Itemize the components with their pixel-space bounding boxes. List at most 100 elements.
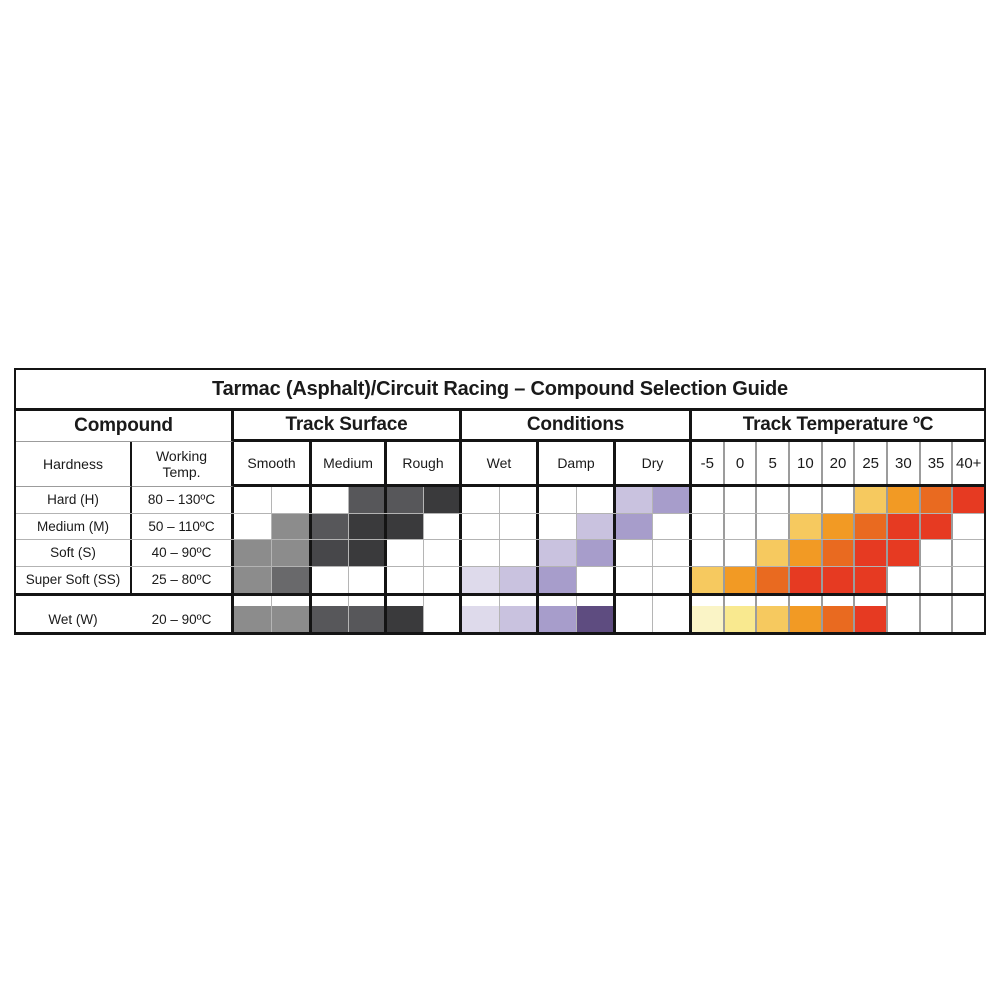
matrix-half-cell <box>234 487 272 513</box>
matrix-column <box>539 513 616 539</box>
temperature-band <box>692 566 985 593</box>
temperature-band <box>692 513 985 539</box>
matrix-column <box>616 606 692 632</box>
matrix-column <box>234 487 312 513</box>
matrix-column <box>234 540 312 566</box>
temperature-cell <box>822 566 856 593</box>
compound-row: Wet (W) 20 – 90ºC <box>16 606 985 632</box>
temperature-cell <box>757 606 791 632</box>
matrix-half-cell <box>272 487 309 513</box>
matrix-column <box>462 596 539 606</box>
temperature-cell <box>724 606 758 632</box>
temperature-cell <box>692 606 725 632</box>
temperature-cell <box>757 487 791 513</box>
matrix-half-cell <box>348 487 384 513</box>
table-title: Tarmac (Asphalt)/Circuit Racing – Compou… <box>16 370 984 411</box>
matrix-column <box>462 540 539 566</box>
matrix-column <box>387 513 462 539</box>
temperature-cell <box>888 596 921 606</box>
matrix-half-cell <box>499 513 536 539</box>
matrix-half-cell <box>423 596 459 606</box>
temperature-band <box>692 487 985 513</box>
temperature-cell <box>953 513 985 539</box>
matrix-half-cell <box>462 487 500 513</box>
matrix-half-cell <box>234 606 272 632</box>
matrix-half-cell <box>387 487 424 513</box>
matrix-half-cell <box>234 566 272 593</box>
matrix-half-cell <box>423 540 459 566</box>
matrix-column <box>539 540 616 566</box>
temp-column-header: 35 <box>921 442 954 484</box>
temperature-cell <box>953 596 985 606</box>
matrix-column <box>387 606 462 632</box>
matrix-half-cell <box>616 487 653 513</box>
temperature-cell <box>953 566 985 593</box>
matrix-column <box>539 596 616 606</box>
matrix-half-cell <box>387 566 424 593</box>
matrix-half-cell <box>423 606 459 632</box>
compound-selection-table: Tarmac (Asphalt)/Circuit Racing – Compou… <box>14 368 986 635</box>
matrix-half-cell <box>616 596 653 606</box>
temperature-cell <box>855 513 889 539</box>
temperature-cell <box>757 596 791 606</box>
matrix-column <box>616 566 692 593</box>
matrix-column <box>312 596 387 606</box>
matrix-half-cell <box>348 540 384 566</box>
matrix-half-cell <box>387 513 424 539</box>
temperature-cell <box>790 606 823 632</box>
matrix-half-cell <box>312 566 349 593</box>
matrix-half-cell <box>348 566 384 593</box>
matrix-column <box>616 487 692 513</box>
temperature-cell <box>790 487 823 513</box>
temperature-cell <box>953 487 985 513</box>
matrix-half-cell <box>312 606 349 632</box>
temp-column-header: 10 <box>790 442 823 484</box>
matrix-half-cell <box>499 596 536 606</box>
temperature-cell <box>724 566 758 593</box>
matrix-column <box>616 596 692 606</box>
matrix-half-cell <box>462 540 500 566</box>
column-header-row: Hardness Working Temp. Smooth Medium Rou… <box>16 442 984 487</box>
matrix-half-cell <box>462 606 500 632</box>
matrix-half-cell <box>312 513 349 539</box>
matrix-half-cell <box>348 596 384 606</box>
matrix-half-cell <box>234 513 272 539</box>
temperature-cell <box>822 513 856 539</box>
temperature-band <box>692 540 985 566</box>
temperature-cell <box>692 487 725 513</box>
temperature-cell <box>692 513 725 539</box>
temperature-cell <box>855 487 889 513</box>
temperature-cell <box>724 540 758 566</box>
compound-row: Hard (H) 80 – 130ºC <box>16 487 985 514</box>
hardness-cell: Soft (S) <box>16 540 132 566</box>
matrix-half-cell <box>423 513 459 539</box>
matrix-column <box>312 540 387 566</box>
temperature-cell <box>757 540 791 566</box>
matrix-column <box>312 513 387 539</box>
matrix-column <box>312 606 387 632</box>
matrix-half-cell <box>234 596 272 606</box>
temperature-cell <box>888 513 921 539</box>
working-temp-cell: 80 – 130ºC <box>132 487 234 513</box>
matrix-column <box>539 606 616 632</box>
matrix-half-cell <box>539 540 577 566</box>
matrix-half-cell <box>387 540 424 566</box>
matrix-column <box>462 606 539 632</box>
matrix-half-cell <box>653 606 689 632</box>
matrix-half-cell <box>499 487 536 513</box>
temp-column-header: 40+ <box>955 454 982 472</box>
matrix-half-cell <box>576 487 613 513</box>
temperature-band <box>692 596 985 606</box>
temperature-cell <box>822 487 856 513</box>
matrix-column <box>234 566 312 593</box>
temperature-cell <box>757 566 791 593</box>
temperature-cell <box>724 596 758 606</box>
matrix-column <box>387 540 462 566</box>
matrix-column <box>387 487 462 513</box>
temperature-cell <box>920 596 954 606</box>
temperature-cell <box>692 596 725 606</box>
matrix-half-cell <box>462 596 500 606</box>
temp-column-header: 25 <box>855 442 889 484</box>
temp-column-header: 0 <box>725 442 758 484</box>
temperature-cell <box>855 566 889 593</box>
